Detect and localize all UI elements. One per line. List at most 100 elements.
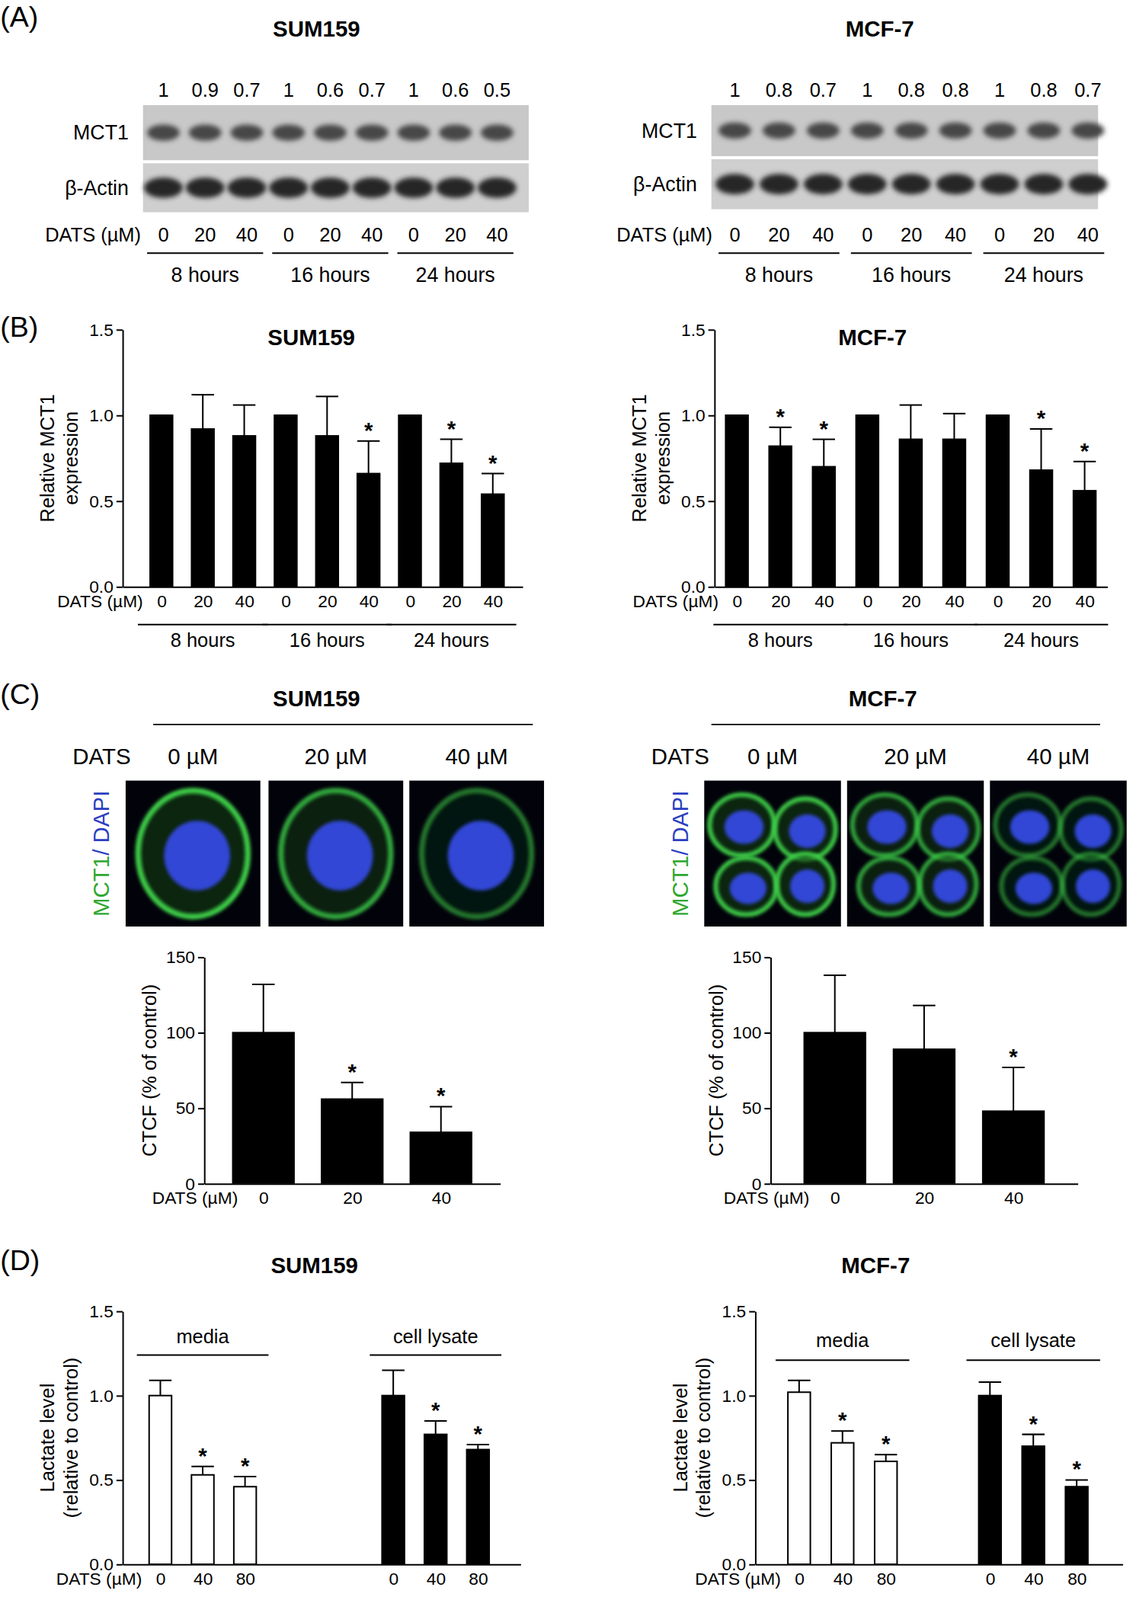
blot-band [230, 124, 264, 141]
group-label: media [816, 1329, 870, 1351]
cell-nucleus [1074, 814, 1111, 848]
x-tick: 20 [193, 591, 213, 612]
blot-band [268, 177, 308, 199]
x-tick-label: 20 [771, 591, 791, 612]
bar [321, 1099, 383, 1184]
group-underline [397, 252, 514, 254]
y-tick-mark [116, 1311, 123, 1313]
x-axis-label: DATS (µM) [152, 1187, 239, 1208]
group-label: 8 hours [745, 263, 813, 287]
stain-label-part: / DAPI [667, 790, 693, 856]
group-label: cell lysate [393, 1325, 479, 1348]
x-axis-label: DATS (µM) [723, 1187, 810, 1208]
group-label: media [176, 1325, 230, 1348]
x-tick: 0 [985, 1568, 996, 1589]
dose-label: 20 µM [883, 743, 947, 769]
y-tick: 1.5 [89, 1301, 123, 1322]
bar [831, 1443, 854, 1565]
micrograph [989, 780, 1127, 928]
y-tick-label: 50 [176, 1097, 196, 1118]
bar [943, 439, 966, 587]
x-tick: 0 [830, 1187, 841, 1208]
x-tick: 0 [993, 591, 1004, 612]
dose-label: 20 [194, 224, 216, 246]
blot-band [147, 124, 180, 141]
y-tick-label: 50 [742, 1097, 762, 1118]
dose-label: 0 [283, 224, 295, 246]
x-tick: 0 [281, 591, 292, 612]
group-label: 24 hours [416, 263, 496, 287]
x-tick-label: 0 [281, 591, 292, 612]
y-tick-mark [198, 956, 205, 959]
x-tick: 40 [833, 1568, 853, 1589]
bar [1021, 1446, 1044, 1565]
x-tick-label: 40 [1004, 1187, 1024, 1208]
blot-strip [711, 105, 1099, 157]
blot-ratio: 0.5 [483, 79, 511, 101]
chart-title: MCF-7 [838, 324, 907, 350]
cell-nucleus [933, 869, 968, 903]
x-tick: 80 [236, 1568, 256, 1589]
x-tick-label: 0 [985, 1568, 996, 1589]
x-tick: 40 [426, 1568, 446, 1589]
panel-label: (B) [0, 310, 39, 343]
y-tick-label: 1.5 [89, 1301, 114, 1322]
bar [467, 1449, 490, 1565]
y-tick: 50 [742, 1097, 771, 1118]
x-tick-label: 0 [156, 591, 167, 612]
y-axis-label: CTCF (% of control) [704, 984, 727, 1157]
blot-ratio: 0.9 [192, 79, 219, 101]
bar [440, 463, 463, 587]
x-tick-label: 40 [483, 591, 503, 612]
y-axis: 0.00.51.01.5 [89, 320, 123, 598]
x-tick-label: 0 [863, 591, 874, 612]
dose-label: 0 [861, 224, 873, 246]
blot-band [438, 124, 472, 141]
y-axis: 050100150 [732, 947, 772, 1194]
dose-label: 0 [157, 224, 169, 246]
y-axis-label: Relative MCT1expression [628, 393, 674, 522]
error-bar [1032, 1434, 1034, 1447]
bar [1030, 470, 1053, 587]
x-tick-label: 20 [901, 591, 921, 612]
error-bar [923, 1005, 925, 1050]
x-tick: 20 [901, 591, 921, 612]
group-label: 8 hours [170, 629, 236, 651]
stain-label-part: MCT1 [88, 855, 114, 917]
y-tick-mark [708, 415, 715, 417]
x-tick-label: 40 [359, 591, 379, 612]
x-tick-label: 20 [441, 591, 461, 612]
dose-label: 0 [408, 224, 420, 246]
blot-band [185, 177, 225, 199]
error-cap [191, 393, 214, 396]
x-tick-label: 40 [944, 591, 964, 612]
group-label: 24 hours [413, 629, 490, 651]
x-tick-label: 40 [814, 591, 834, 612]
group-underline [983, 252, 1105, 254]
blot-band [144, 177, 183, 199]
blot-strip [143, 105, 529, 160]
y-tick: 1.5 [89, 320, 123, 340]
panel-label: (D) [0, 1244, 40, 1277]
significance: * [431, 1397, 441, 1423]
error-bar [262, 984, 265, 1033]
x-axis-label: DATS (µM) [616, 224, 713, 246]
x-tick: 40 [944, 591, 964, 612]
bar [191, 1475, 214, 1565]
error-cap [149, 1379, 172, 1382]
group-label: 8 hours [748, 629, 813, 651]
x-tick-label: 20 [915, 1187, 935, 1208]
plot-area [149, 1369, 490, 1565]
bar [979, 1395, 1002, 1565]
cell-nucleus [872, 872, 909, 904]
y-tick-mark [708, 500, 715, 503]
group-label: 24 hours [1004, 263, 1084, 287]
error-bar [841, 1430, 844, 1443]
blot-band [936, 173, 976, 195]
x-tick: 40 [1004, 1187, 1024, 1208]
error-bar [440, 1106, 442, 1133]
x-tick-label: 40 [1024, 1568, 1044, 1589]
significance: * [447, 416, 457, 442]
y-tick: 1.0 [722, 1385, 756, 1406]
dose-axis-label: DATS [72, 743, 131, 769]
